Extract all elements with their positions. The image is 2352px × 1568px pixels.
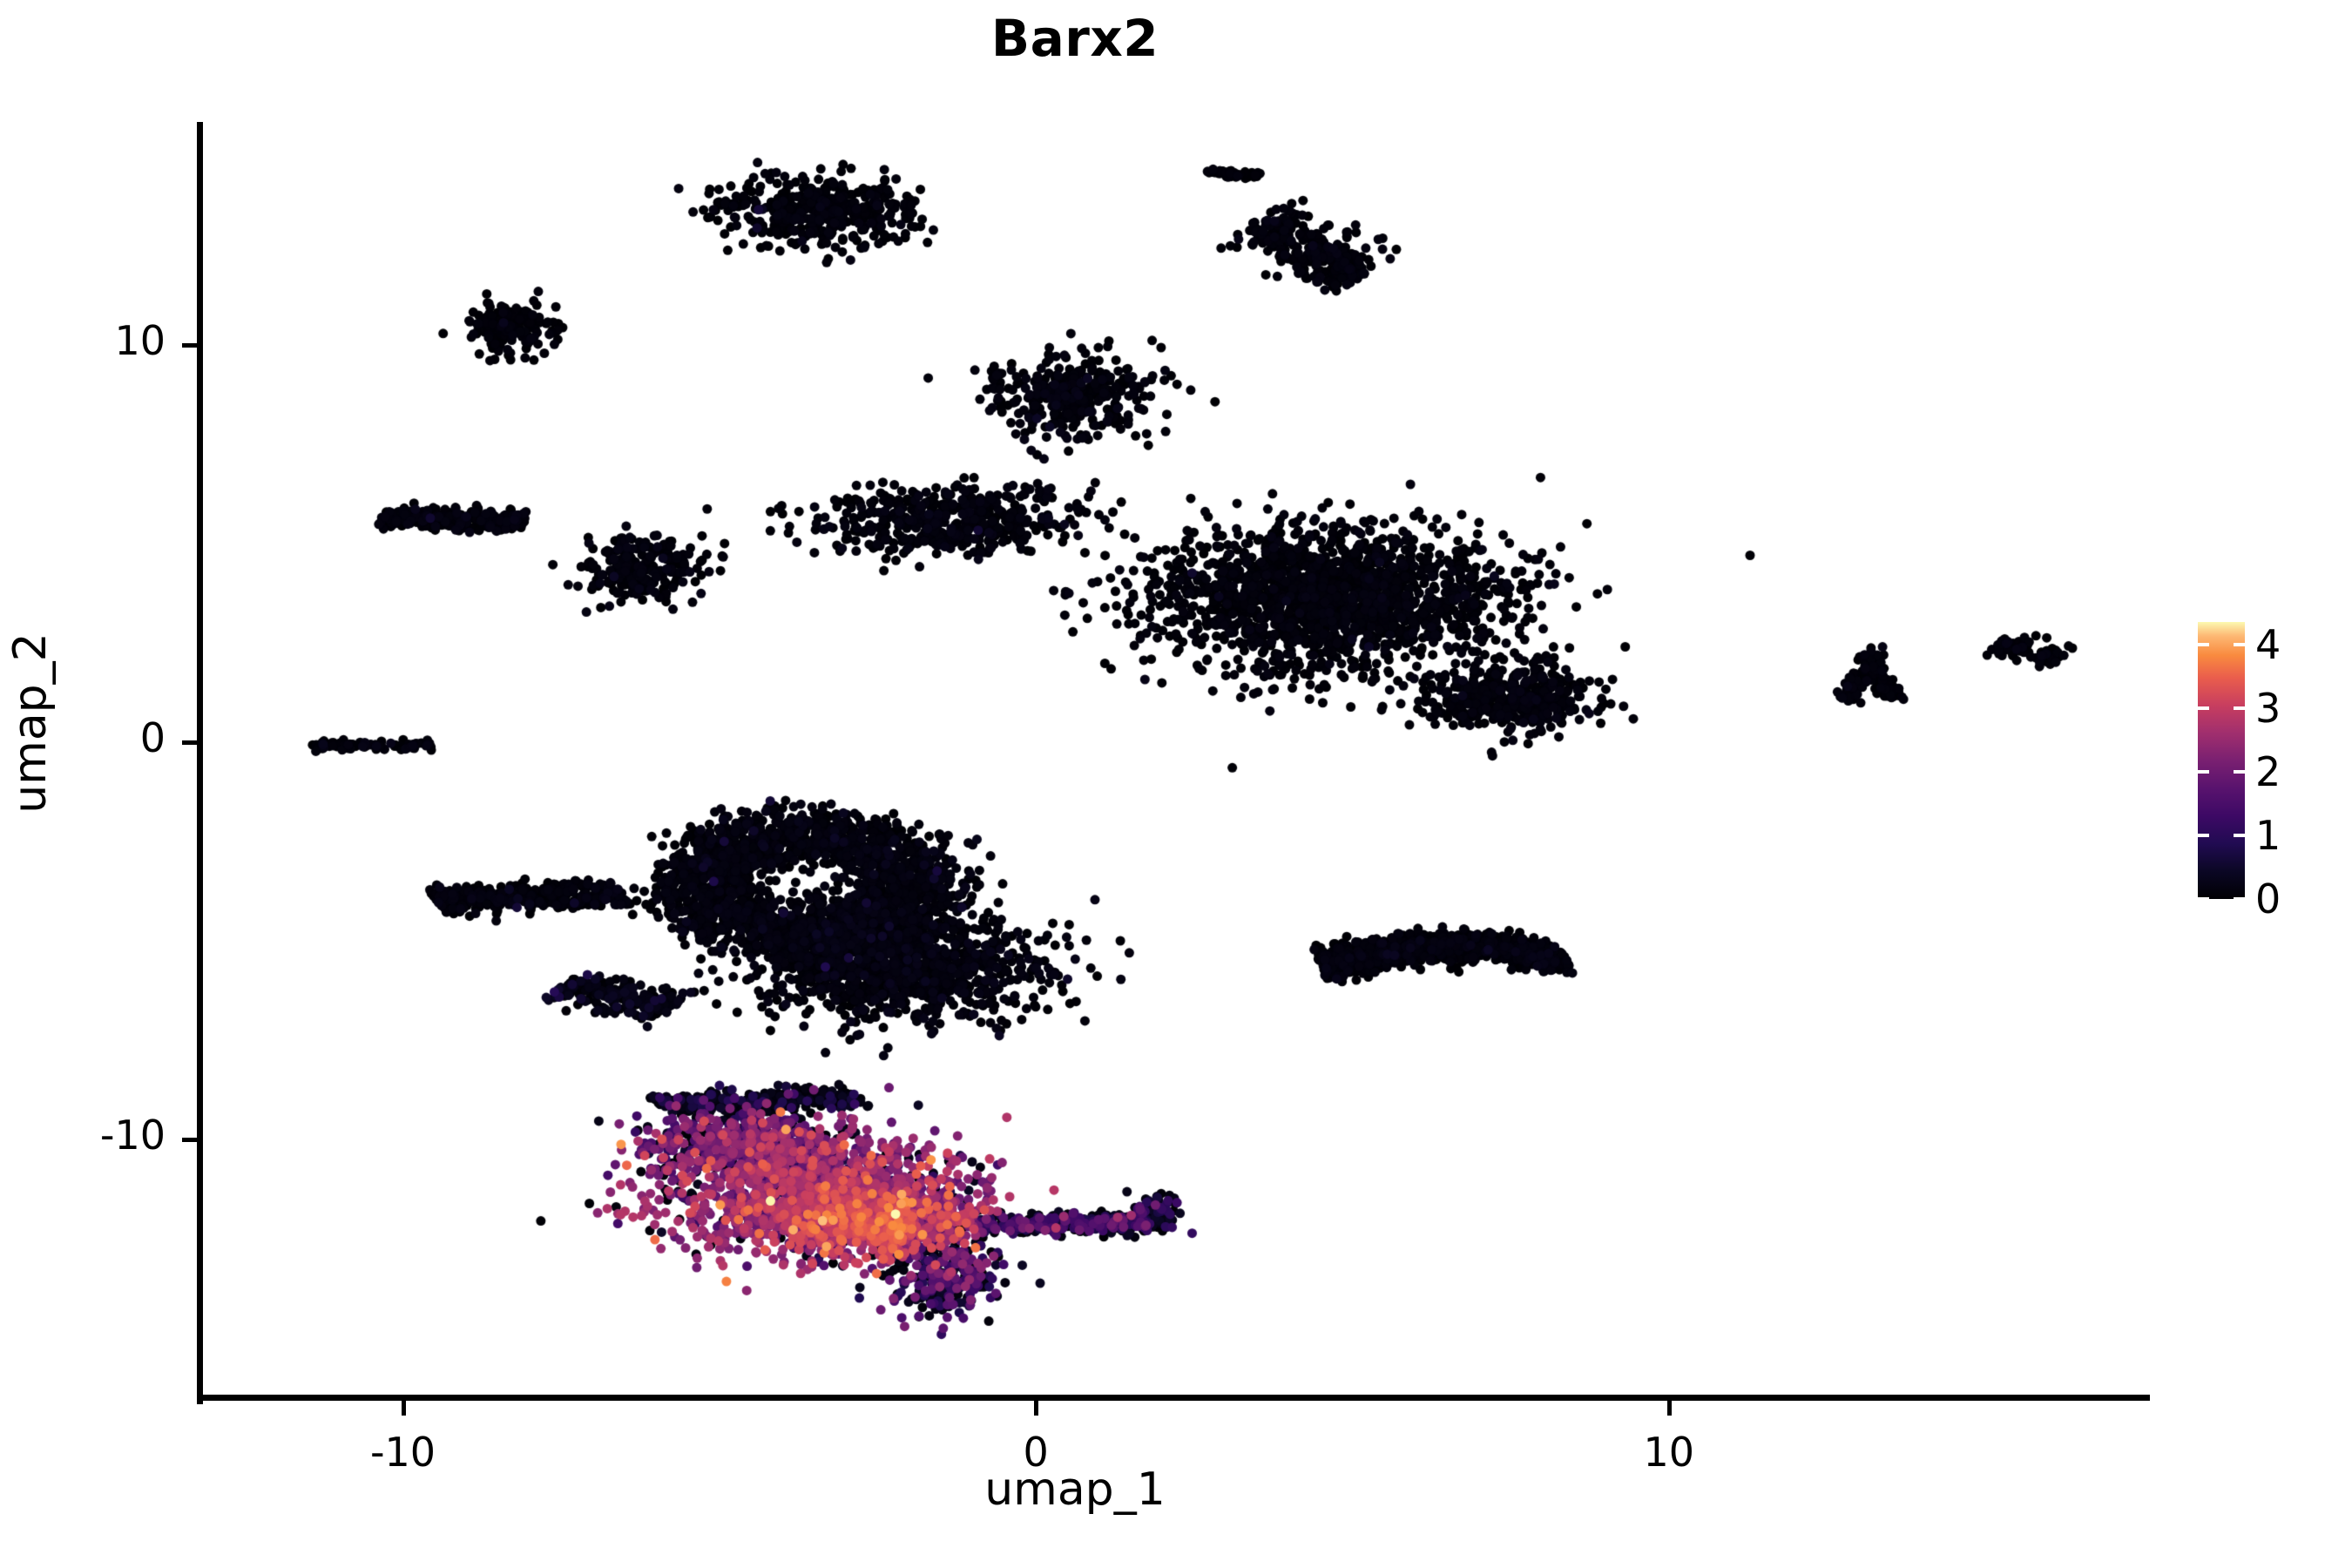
page-title: Barx2	[990, 9, 1159, 68]
x-tick-label: 10	[1643, 1429, 1695, 1476]
y-tick-mark	[182, 740, 197, 745]
x-axis-label: umap_1	[984, 1463, 1166, 1516]
colorbar-tick-mark	[2234, 642, 2245, 646]
colorbar-tick-label: 2	[2255, 747, 2281, 795]
x-tick-mark	[401, 1401, 406, 1416]
colorbar-tick-label: 3	[2255, 684, 2281, 732]
y-axis-label: umap_2	[4, 632, 57, 814]
y-axis-spine	[197, 122, 203, 1404]
colorbar-tick-label: 4	[2255, 620, 2281, 668]
colorbar-tick-mark	[2234, 769, 2245, 774]
y-tick-label: 0	[139, 713, 166, 761]
colorbar-tick-label: 0	[2255, 875, 2281, 923]
colorbar-tick-mark	[2234, 833, 2245, 837]
y-tick-mark	[182, 342, 197, 348]
y-tick-label: -10	[99, 1112, 166, 1159]
x-tick-label: 0	[1023, 1429, 1049, 1476]
colorbar-tick-mark	[2198, 769, 2209, 774]
x-axis-spine	[197, 1395, 2150, 1401]
x-tick-mark	[1666, 1401, 1672, 1416]
x-tick-label: -10	[369, 1429, 436, 1476]
colorbar: 0 1 2 3 4	[2198, 621, 2281, 923]
colorbar-tick-mark	[2198, 642, 2209, 646]
colorbar-tick-mark	[2234, 706, 2245, 710]
scatter-plot-canvas	[200, 122, 2150, 1398]
colorbar-gradient	[2198, 622, 2245, 899]
colorbar-tick-mark	[2234, 897, 2245, 901]
plot-area	[200, 122, 2150, 1398]
y-tick-mark	[182, 1138, 197, 1143]
x-tick-mark	[1034, 1401, 1039, 1416]
y-tick-label: 10	[114, 316, 166, 364]
colorbar-tick-mark	[2198, 897, 2209, 901]
colorbar-tick-mark	[2198, 706, 2209, 710]
colorbar-tick-mark	[2198, 833, 2209, 837]
colorbar-tick-label: 1	[2255, 811, 2281, 859]
